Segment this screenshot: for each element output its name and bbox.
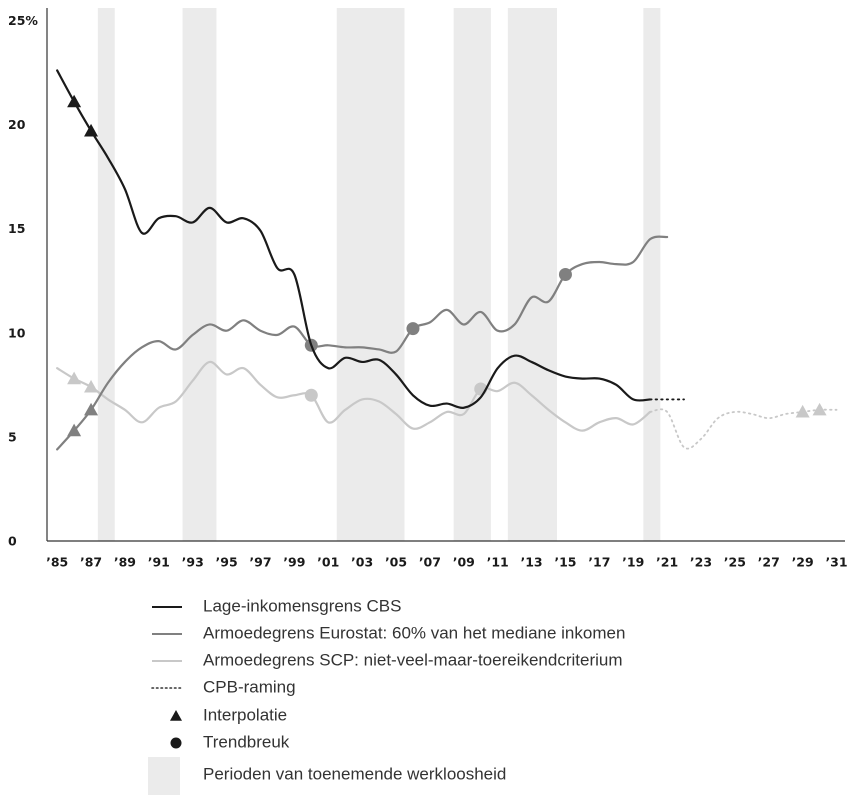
x-tick-label: ’03 (351, 555, 373, 570)
legend-swatch (170, 710, 182, 721)
x-tick-label: ’95 (216, 555, 238, 570)
trend-break-marker (558, 268, 572, 281)
y-tick-label: 20 (8, 117, 26, 132)
unemployment-period (182, 8, 217, 541)
interpolation-marker (67, 371, 82, 385)
unemployment-period (507, 8, 557, 541)
legend: Lage-inkomensgrens CBS Armoedegrens Euros… (148, 596, 625, 795)
x-tick-label: ’29 (792, 555, 814, 570)
y-tick-label: 5 (8, 429, 17, 444)
x-tick-label: ’99 (283, 555, 305, 570)
forecast-line (649, 408, 838, 450)
axes (46, 8, 845, 542)
x-tick-label: ’91 (148, 555, 170, 570)
x-tick-label: ’97 (249, 555, 271, 570)
x-tick-label: ’23 (690, 555, 712, 570)
y-tick-label: 15 (8, 221, 25, 236)
series-line (56, 360, 652, 432)
legend-label: Perioden van toenemende werkloosheid (203, 764, 506, 783)
x-tick-label: ’25 (724, 555, 746, 570)
interpolation-marker (67, 94, 82, 108)
legend-label: Interpolatie (203, 705, 287, 724)
legend-label: Armoedegrens Eurostat: 60% van het media… (203, 623, 625, 642)
x-tick-label: ’85 (46, 555, 68, 570)
legend-swatch (170, 737, 182, 749)
x-tick-label: ’19 (622, 555, 644, 570)
x-tick-label: ’05 (385, 555, 407, 570)
legend-swatch (148, 757, 180, 795)
unemployment-period (643, 8, 661, 541)
interpolation-marker (67, 423, 82, 437)
interpolation-marker (84, 402, 99, 416)
lines-layer (56, 69, 838, 451)
x-tick-label: ’13 (520, 555, 542, 570)
trend-break-marker (304, 388, 318, 402)
y-tick-label: 0 (8, 534, 17, 549)
x-tick-label: ’15 (554, 555, 576, 570)
unemployment-period (97, 8, 115, 541)
interpolation-marker (795, 404, 810, 418)
x-tick-label: ’21 (656, 555, 678, 570)
unemployment-period (336, 8, 405, 541)
x-tick-label: ’31 (825, 555, 847, 570)
y-tick-label: 10 (8, 325, 26, 340)
x-tick-label: ’87 (80, 555, 102, 570)
y-tick-label: 25% (8, 13, 38, 28)
x-tick-label: ’07 (419, 555, 441, 570)
legend-label: Trendbreuk (203, 732, 290, 751)
x-tick-label: ’27 (758, 555, 780, 570)
x-tick-label: ’01 (317, 555, 339, 570)
interpolation-marker (812, 402, 827, 416)
unemployment-period (453, 8, 491, 541)
x-tick-label: ’11 (487, 555, 509, 570)
x-tick-label: ’17 (588, 555, 610, 570)
interpolation-marker (84, 379, 99, 393)
legend-label: CPB-raming (203, 677, 296, 696)
x-tick-label: ’89 (114, 555, 136, 570)
legend-label: Lage-inkomensgrens CBS (203, 596, 401, 615)
legend-label: Armoedegrens SCP: niet-veel-maar-toereik… (203, 650, 623, 669)
x-tick-label: ’93 (182, 555, 204, 570)
shading-layer (97, 8, 661, 541)
x-tick-label: ’09 (453, 555, 475, 570)
series-line (56, 69, 652, 409)
trend-break-marker (406, 322, 420, 336)
interpolation-marker (84, 123, 99, 137)
